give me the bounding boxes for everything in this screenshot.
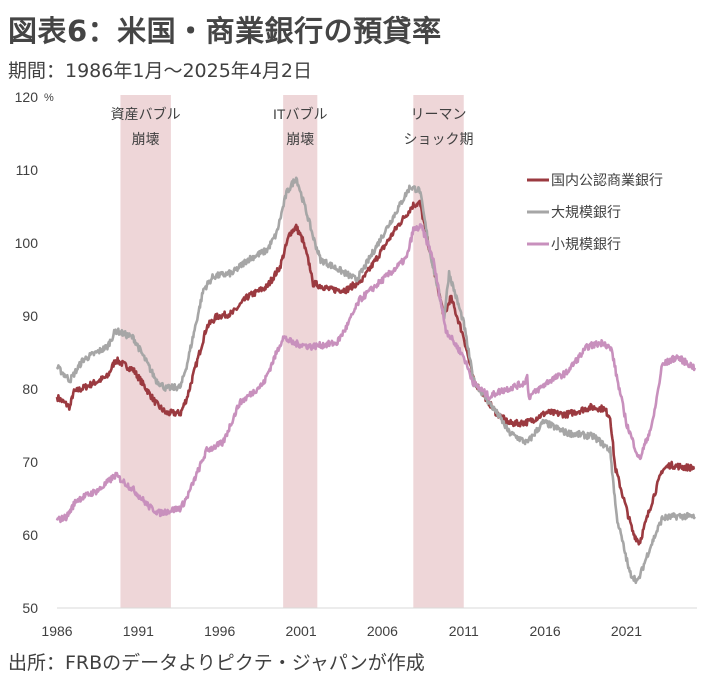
- series-line: [55, 223, 697, 524]
- shaded-period-label: 崩壊: [286, 131, 314, 147]
- y-tick-label: 90: [22, 308, 38, 324]
- x-tick-label: 2011: [449, 623, 479, 639]
- y-tick-label: 110: [16, 162, 39, 178]
- shaded-period-label: 崩壊: [132, 131, 160, 147]
- shaded-period-band: [413, 95, 464, 608]
- x-tick-label: 1996: [204, 623, 235, 639]
- shaded-period-band: [120, 95, 171, 608]
- legend-label: 小規模銀行: [551, 236, 621, 252]
- y-tick-label: 80: [22, 381, 38, 397]
- y-tick-label: 100: [15, 235, 39, 251]
- legend-label: 大規模銀行: [551, 204, 621, 220]
- shaded-period-label: ITバブル: [273, 106, 327, 122]
- shaded-period-label: リーマン: [411, 106, 467, 122]
- shaded-period-band: [283, 95, 318, 608]
- x-tick-label: 2006: [367, 623, 398, 639]
- x-tick-label: 2021: [611, 623, 642, 639]
- x-tick-label: 2016: [530, 623, 561, 639]
- shaded-period-label: 資産バブル: [111, 106, 181, 122]
- y-tick-label: 70: [22, 454, 38, 470]
- series-line: [55, 176, 696, 585]
- y-tick-label: 50: [22, 600, 38, 616]
- legend-label: 国内公認商業銀行: [551, 172, 663, 188]
- x-tick-label: 1991: [123, 623, 154, 639]
- x-tick-label: 2001: [285, 623, 316, 639]
- series-line: [55, 199, 696, 546]
- y-tick-label: 120: [15, 89, 39, 105]
- shaded-period-label: ショック期: [404, 131, 474, 147]
- y-tick-label: 60: [22, 527, 38, 543]
- x-tick-label: 1986: [41, 623, 72, 639]
- y-unit-label: %: [44, 92, 54, 104]
- chart-title: 図表6：米国・商業銀行の預貸率: [8, 14, 442, 48]
- chart-period: 期間：1986年1月～2025年4月2日: [8, 60, 312, 82]
- source-note: 出所：FRBのデータよりピクテ・ジャパンが作成: [8, 652, 425, 674]
